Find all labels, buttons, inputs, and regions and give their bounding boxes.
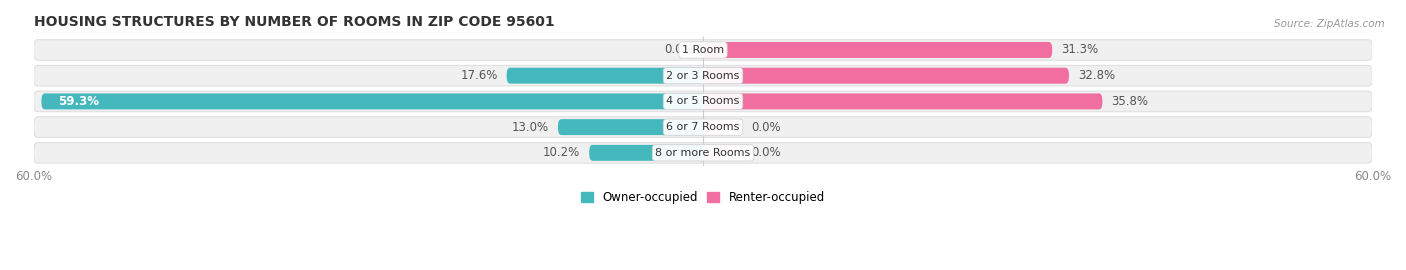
FancyBboxPatch shape xyxy=(34,91,1372,112)
Text: 32.8%: 32.8% xyxy=(1078,69,1115,82)
FancyBboxPatch shape xyxy=(34,65,1372,86)
Text: 8 or more Rooms: 8 or more Rooms xyxy=(655,148,751,158)
Text: 0.0%: 0.0% xyxy=(665,43,695,56)
Text: 0.0%: 0.0% xyxy=(751,146,780,159)
Text: HOUSING STRUCTURES BY NUMBER OF ROOMS IN ZIP CODE 95601: HOUSING STRUCTURES BY NUMBER OF ROOMS IN… xyxy=(34,15,554,29)
Text: 35.8%: 35.8% xyxy=(1111,95,1149,108)
Text: 17.6%: 17.6% xyxy=(460,69,498,82)
FancyBboxPatch shape xyxy=(34,143,1372,163)
FancyBboxPatch shape xyxy=(703,42,1052,58)
Text: 2 or 3 Rooms: 2 or 3 Rooms xyxy=(666,71,740,81)
Text: 4 or 5 Rooms: 4 or 5 Rooms xyxy=(666,96,740,106)
Legend: Owner-occupied, Renter-occupied: Owner-occupied, Renter-occupied xyxy=(576,186,830,209)
Text: 13.0%: 13.0% xyxy=(512,121,548,134)
Text: 1 Room: 1 Room xyxy=(682,45,724,55)
FancyBboxPatch shape xyxy=(558,119,703,135)
FancyBboxPatch shape xyxy=(34,40,1372,60)
Text: 10.2%: 10.2% xyxy=(543,146,581,159)
FancyBboxPatch shape xyxy=(589,145,703,161)
Text: 59.3%: 59.3% xyxy=(58,95,98,108)
Text: 31.3%: 31.3% xyxy=(1062,43,1098,56)
FancyBboxPatch shape xyxy=(703,93,1102,109)
Text: 0.0%: 0.0% xyxy=(751,121,780,134)
FancyBboxPatch shape xyxy=(703,119,742,135)
Text: 6 or 7 Rooms: 6 or 7 Rooms xyxy=(666,122,740,132)
FancyBboxPatch shape xyxy=(703,68,1069,84)
FancyBboxPatch shape xyxy=(41,93,703,109)
FancyBboxPatch shape xyxy=(506,68,703,84)
FancyBboxPatch shape xyxy=(703,145,742,161)
FancyBboxPatch shape xyxy=(34,117,1372,137)
Text: Source: ZipAtlas.com: Source: ZipAtlas.com xyxy=(1274,19,1385,29)
